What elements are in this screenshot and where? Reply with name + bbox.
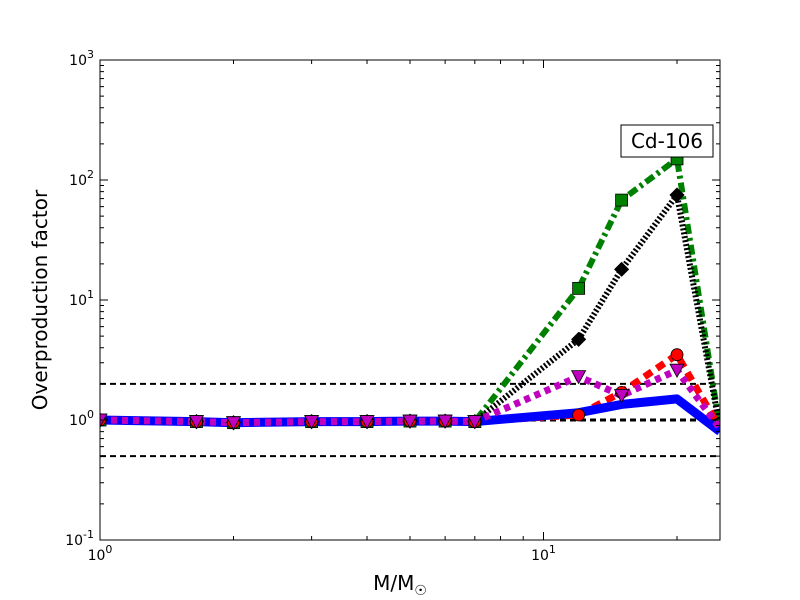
series-0-marker-9	[615, 193, 629, 207]
y-tick-label-2: 101	[69, 288, 94, 309]
series-line-1	[100, 192, 720, 430]
series-4-marker-9	[613, 389, 630, 404]
series-2-marker-10	[670, 348, 684, 362]
series-4-marker-1	[188, 415, 205, 430]
y-tick-exp-3: 2	[87, 168, 94, 181]
series-4-marker-3	[303, 415, 320, 430]
series-4-marker-10	[669, 363, 685, 379]
series-markers	[100, 152, 685, 431]
y-axis-title: Overproduction factor	[28, 189, 52, 410]
y-tick-exp-4: 3	[87, 48, 94, 61]
y-tick-base-4: 10	[69, 53, 87, 69]
y-tick-base-0: 10	[65, 533, 83, 549]
series-0-marker-8	[572, 281, 586, 295]
y-tick-exp-2: 1	[87, 288, 94, 301]
x-tick-base-1: 10	[531, 548, 549, 564]
axis-ticks	[99, 59, 720, 541]
x-axis-title: M/M☉	[373, 571, 427, 599]
x-tick-base-0: 10	[88, 548, 106, 564]
y-tick-label-0: 10-1	[65, 528, 94, 549]
y-tick-label-4: 103	[69, 48, 94, 69]
y-tick-base-2: 10	[69, 293, 87, 309]
annotation-label: Cd-106	[631, 129, 703, 153]
series-1-marker-9	[614, 261, 630, 277]
series-4-marker-6	[437, 414, 453, 429]
x-tick-label-0: 100	[88, 543, 113, 564]
x-axis-title-sub: ☉	[414, 583, 427, 599]
annotation-box: Cd-106	[620, 124, 714, 158]
y-tick-label-1: 100	[69, 408, 94, 429]
series-2-marker-8	[572, 408, 586, 422]
y-tick-base-3: 10	[69, 173, 87, 189]
series-1-marker-8	[571, 331, 587, 347]
x-tick-exp-0: 0	[105, 543, 112, 556]
y-tick-base-1: 10	[69, 413, 87, 429]
x-tick-exp-1: 1	[549, 543, 556, 556]
series-1-marker-10	[669, 187, 685, 203]
series-4-marker-2	[225, 416, 242, 431]
y-tick-exp-1: 0	[87, 408, 94, 421]
y-tick-exp-0: -1	[83, 528, 94, 541]
series-4-marker-7	[467, 415, 483, 430]
series-4-marker-8	[570, 370, 587, 385]
series-4-marker-4	[359, 415, 375, 430]
x-axis-title-main: M/M	[373, 571, 414, 595]
y-tick-label-3: 102	[69, 168, 94, 189]
x-tick-label-1: 101	[531, 543, 556, 564]
series-4-marker-5	[402, 414, 418, 429]
